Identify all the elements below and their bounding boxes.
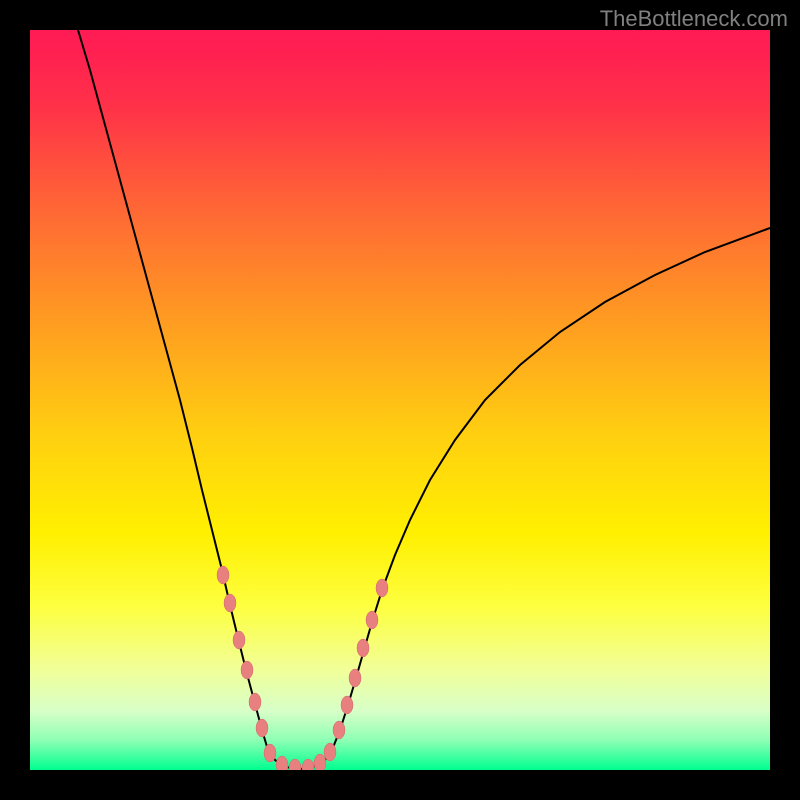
watermark-text: TheBottleneck.com bbox=[600, 6, 788, 32]
marker-dot bbox=[333, 721, 345, 739]
marker-dot bbox=[241, 661, 253, 679]
marker-dot bbox=[366, 611, 378, 629]
curve-layer bbox=[30, 30, 770, 770]
marker-dot bbox=[349, 669, 361, 687]
marker-dot bbox=[233, 631, 245, 649]
marker-dot bbox=[357, 639, 369, 657]
marker-dot bbox=[314, 754, 326, 770]
marker-dot bbox=[256, 719, 268, 737]
marker-dot bbox=[302, 759, 314, 770]
marker-dot bbox=[217, 566, 229, 584]
marker-dot bbox=[376, 579, 388, 597]
marker-dot bbox=[264, 744, 276, 762]
marker-dot bbox=[249, 693, 261, 711]
marker-dot bbox=[341, 696, 353, 714]
plot-area bbox=[30, 30, 770, 770]
marker-dot bbox=[324, 743, 336, 761]
marker-dot bbox=[289, 759, 301, 770]
markers-group bbox=[217, 566, 388, 770]
bottleneck-curve bbox=[78, 30, 770, 769]
marker-dot bbox=[276, 756, 288, 770]
marker-dot bbox=[224, 594, 236, 612]
